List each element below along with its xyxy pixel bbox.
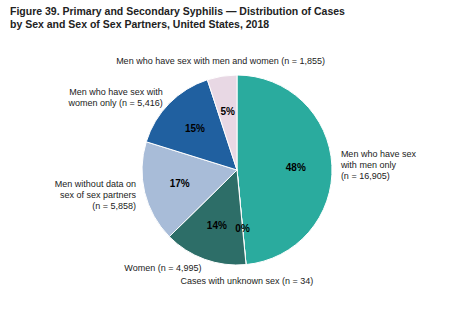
chart: Figure 39. Primary and Secondary Syphili… xyxy=(0,0,474,317)
title-line: by Sex and Sex of Sex Partners, United S… xyxy=(10,18,269,30)
slice xyxy=(237,75,332,265)
category-label-line: Cases with unknown sex (n = 34) xyxy=(180,276,313,286)
category-label: Men who have sex withwomen only (n = 5,4… xyxy=(68,87,163,108)
data-label: 15% xyxy=(185,123,205,134)
category-label-line: (n = 5,858) xyxy=(92,201,136,211)
data-label: 14% xyxy=(207,220,227,231)
category-label-line: Women (n = 4,995) xyxy=(124,263,201,273)
category-label-line: Men who have sex with xyxy=(69,87,163,97)
title: Figure 39. Primary and Secondary Syphili… xyxy=(10,5,345,30)
category-label-line: sex of sex partners xyxy=(60,190,137,200)
labels: 48% Men who have sexwith men only(n = 16,… xyxy=(55,56,417,285)
category-label-line: Men who have sex with men and women (n =… xyxy=(116,56,325,66)
category-label: Men who have sex with men and women (n =… xyxy=(116,56,325,66)
title-line: Figure 39. Primary and Secondary Syphili… xyxy=(10,5,345,17)
category-label-line: with men only xyxy=(340,160,397,170)
data-label: 5% xyxy=(220,106,235,117)
category-label-line: Men who have sex xyxy=(341,149,417,159)
category-label: Women (n = 4,995) xyxy=(124,263,201,273)
data-label: 17% xyxy=(170,178,190,189)
category-label-line: Men without data on xyxy=(55,179,136,189)
category-label-line: women only (n = 5,416) xyxy=(68,98,163,108)
slice xyxy=(207,75,237,170)
data-label: 48% xyxy=(286,162,306,173)
slices xyxy=(142,75,332,265)
category-label-line: (n = 16,905) xyxy=(341,171,390,181)
data-label: 0% xyxy=(235,223,250,234)
category-label: Men without data onsex of sex partners(n… xyxy=(55,179,137,211)
category-label: Men who have sexwith men only(n = 16,905… xyxy=(340,149,417,181)
category-label: Cases with unknown sex (n = 34) xyxy=(180,276,313,286)
